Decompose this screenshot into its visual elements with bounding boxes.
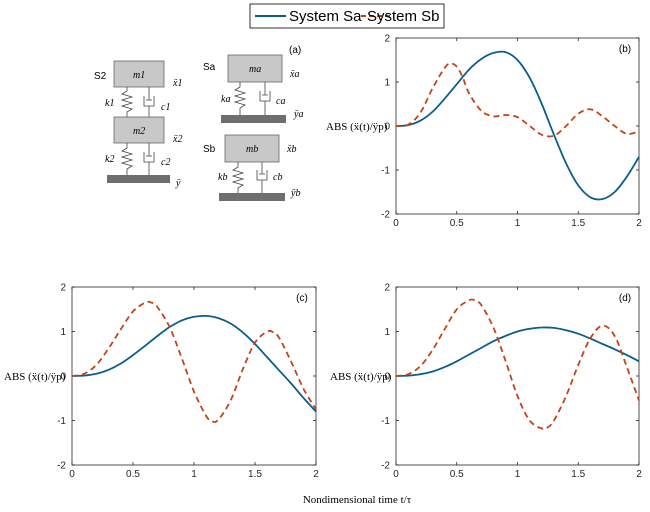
mass-m2-block [113, 116, 165, 144]
spring-k2 [120, 143, 134, 175]
response-yb-label: ÿb [290, 188, 300, 199]
series-line-sb [395, 298, 640, 430]
diagram-panel-label: (a) [289, 45, 301, 56]
y-tick-label: 2 [384, 283, 390, 294]
series-line-sb [395, 62, 640, 138]
y-tick-label: -1 [57, 416, 66, 427]
x-tick-label: 0.5 [450, 469, 464, 480]
y-tick-label: 0 [60, 372, 66, 383]
spring-kb-label: kb [218, 172, 227, 183]
series-line-sa [71, 314, 317, 413]
system-sb-name: Sb [203, 144, 216, 155]
mass-m2-label: m2 [133, 126, 145, 137]
spring-k2-label: k2 [105, 154, 114, 165]
mass-ma-label: ma [249, 64, 261, 75]
mass-m1-label: m1 [133, 70, 145, 81]
response-x1-label: ẍ1 [172, 78, 182, 89]
spring-ka [233, 82, 247, 115]
system-s2-name: S2 [94, 71, 107, 82]
damper-c2 [143, 143, 155, 175]
panel-label: (c) [296, 293, 308, 304]
y-tick-label: -2 [57, 461, 66, 472]
panel-label: (d) [619, 293, 631, 304]
x-tick-label: 0.5 [126, 469, 140, 480]
x-tick-label: 2 [636, 218, 642, 229]
y-axis-label: ABS (ẍ(t)/ÿp) [4, 371, 66, 383]
plot-frame [395, 37, 640, 215]
series-line-sa [395, 326, 640, 377]
x-tick-label: 1.5 [571, 218, 585, 229]
chart-panel-c: 0 0.5 1 1.5 2 -2 -1 0 1 2 ABS (ẍ(t)/ÿp) (c) [4, 283, 319, 481]
response-x2-label: ẍ2 [172, 134, 182, 145]
x-tick-label: 0 [393, 469, 399, 480]
legend-label-sa: System Sa [289, 8, 362, 25]
damper-c1-label: c1 [161, 102, 170, 113]
base-sa [221, 115, 286, 123]
damper-cb-label: cb [273, 172, 282, 183]
mass-mb-label: mb [246, 144, 258, 155]
y-tick-label: 1 [384, 327, 390, 338]
damper-c2-label: c2 [161, 157, 170, 168]
plot-frame [395, 286, 640, 466]
x-tick-label: 1 [515, 218, 521, 229]
mass-m1-block [113, 60, 165, 88]
x-tick-label: 1 [515, 469, 521, 480]
y-tick-label: 2 [384, 34, 390, 45]
spring-k1 [120, 87, 134, 117]
damper-c1 [143, 87, 155, 117]
spring-ka-label: ka [221, 94, 230, 105]
response-xb-label: ẍb [286, 144, 296, 155]
y-tick-label: 1 [384, 78, 390, 89]
mass-mb-block [224, 134, 280, 163]
legend: System Sa System Sb [249, 3, 445, 29]
damper-ca-label: ca [276, 96, 285, 107]
x-axis-label: Nondimensional time t/τ [303, 494, 412, 506]
base-s2 [107, 175, 170, 183]
plot-frame [71, 286, 317, 466]
chart-panel-d: 0 0.5 1 1.5 2 -2 -1 0 1 2 ABS (ẍ(t)/ÿp) (d) [330, 283, 642, 481]
y-tick-label: 0 [384, 122, 390, 133]
y-axis-label: ABS (ẍ(t)/ÿp) [330, 371, 392, 383]
x-tick-label: 0.5 [450, 218, 464, 229]
x-tick-label: 2 [636, 469, 642, 480]
spring-kb [231, 162, 245, 193]
chart-panel-b: 0 0.5 1 1.5 2 -2 -1 0 1 2 ABS (ẍ(t)/ÿp) (b) [326, 34, 642, 230]
y-tick-label: -2 [381, 461, 390, 472]
x-tick-label: 1 [191, 469, 197, 480]
spring-k1-label: k1 [105, 98, 114, 109]
legend-label-sb: System Sb [367, 8, 440, 25]
response-y-label: ÿ [175, 178, 181, 189]
x-tick-label: 1.5 [248, 469, 262, 480]
panel-label: (b) [619, 44, 631, 55]
x-tick-label: 1.5 [571, 469, 585, 480]
y-tick-label: 2 [60, 283, 66, 294]
y-tick-label: 1 [60, 327, 66, 338]
y-tick-label: -1 [381, 416, 390, 427]
base-sb [219, 193, 285, 201]
x-tick-label: 2 [313, 469, 319, 480]
damper-ca [259, 82, 271, 115]
response-ya-label: ÿa [293, 109, 303, 120]
x-tick-label: 0 [393, 218, 399, 229]
y-tick-label: -2 [381, 210, 390, 221]
mechanical-diagram: (a) S2 m1 ẍ1 k1 c1 m2 ẍ2 k2 c2 ÿ Sa ma ẍ… [94, 45, 303, 201]
y-axis-label: ABS (ẍ(t)/ÿp) [326, 121, 388, 133]
system-sa-name: Sa [203, 62, 216, 73]
y-tick-label: 0 [384, 372, 390, 383]
mass-ma-block [227, 54, 283, 83]
series-line-sa [395, 50, 640, 201]
response-xa-label: ẍa [289, 69, 299, 80]
y-tick-label: -1 [381, 166, 390, 177]
damper-cb [256, 162, 268, 193]
x-tick-label: 0 [69, 469, 75, 480]
